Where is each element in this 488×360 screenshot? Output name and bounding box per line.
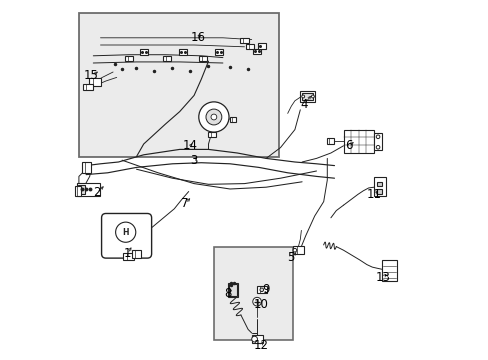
Bar bbox=[343, 130, 373, 153]
Text: 2: 2 bbox=[93, 186, 101, 199]
Text: 16: 16 bbox=[190, 31, 205, 44]
Bar bbox=[125, 56, 133, 61]
Bar bbox=[300, 91, 315, 102]
Bar bbox=[245, 44, 253, 49]
Text: 8: 8 bbox=[224, 287, 231, 300]
Text: 15: 15 bbox=[84, 69, 99, 82]
Bar bbox=[373, 177, 385, 196]
Bar bbox=[376, 189, 381, 194]
Bar bbox=[77, 183, 101, 196]
Text: 7: 7 bbox=[181, 197, 188, 210]
Text: 9: 9 bbox=[262, 283, 269, 296]
Bar bbox=[376, 182, 381, 186]
Text: 4: 4 bbox=[300, 98, 307, 111]
Bar bbox=[257, 43, 265, 49]
Bar bbox=[229, 284, 237, 296]
Bar bbox=[140, 49, 147, 55]
Text: 5: 5 bbox=[287, 251, 294, 264]
Bar bbox=[373, 133, 381, 150]
Circle shape bbox=[301, 95, 304, 98]
Bar bbox=[228, 283, 238, 297]
Circle shape bbox=[252, 297, 261, 306]
Bar bbox=[253, 49, 261, 54]
Bar bbox=[89, 78, 101, 86]
Bar bbox=[292, 246, 303, 254]
Bar bbox=[381, 260, 396, 281]
Circle shape bbox=[251, 336, 257, 342]
Text: 6: 6 bbox=[345, 139, 352, 152]
Bar bbox=[179, 49, 187, 55]
FancyBboxPatch shape bbox=[102, 213, 151, 258]
Text: 12: 12 bbox=[253, 339, 267, 352]
Bar bbox=[199, 56, 206, 61]
Text: 11: 11 bbox=[366, 188, 381, 201]
Bar bbox=[251, 335, 262, 343]
Bar bbox=[229, 117, 236, 122]
Circle shape bbox=[211, 114, 216, 120]
Bar bbox=[256, 286, 266, 293]
Circle shape bbox=[375, 145, 379, 149]
Text: H: H bbox=[122, 228, 129, 237]
Bar bbox=[163, 56, 171, 61]
Bar bbox=[132, 250, 141, 258]
Bar bbox=[79, 13, 278, 157]
Circle shape bbox=[199, 102, 228, 132]
Text: 13: 13 bbox=[375, 271, 390, 284]
Bar bbox=[213, 247, 292, 340]
Bar bbox=[75, 186, 81, 196]
Circle shape bbox=[292, 248, 296, 252]
Bar bbox=[240, 38, 248, 43]
Bar bbox=[208, 132, 216, 137]
Circle shape bbox=[311, 95, 314, 98]
Circle shape bbox=[115, 222, 136, 242]
Text: 3: 3 bbox=[190, 154, 197, 167]
Circle shape bbox=[375, 135, 379, 139]
Bar bbox=[81, 162, 90, 173]
Circle shape bbox=[205, 109, 222, 125]
Circle shape bbox=[260, 288, 263, 292]
Text: 10: 10 bbox=[253, 298, 267, 311]
Bar bbox=[326, 138, 333, 144]
Text: 14: 14 bbox=[183, 139, 198, 152]
Bar bbox=[78, 185, 84, 194]
Bar bbox=[302, 93, 312, 100]
Bar bbox=[122, 253, 134, 260]
Bar bbox=[215, 49, 223, 55]
Bar bbox=[82, 84, 93, 90]
Text: 1: 1 bbox=[123, 247, 131, 260]
